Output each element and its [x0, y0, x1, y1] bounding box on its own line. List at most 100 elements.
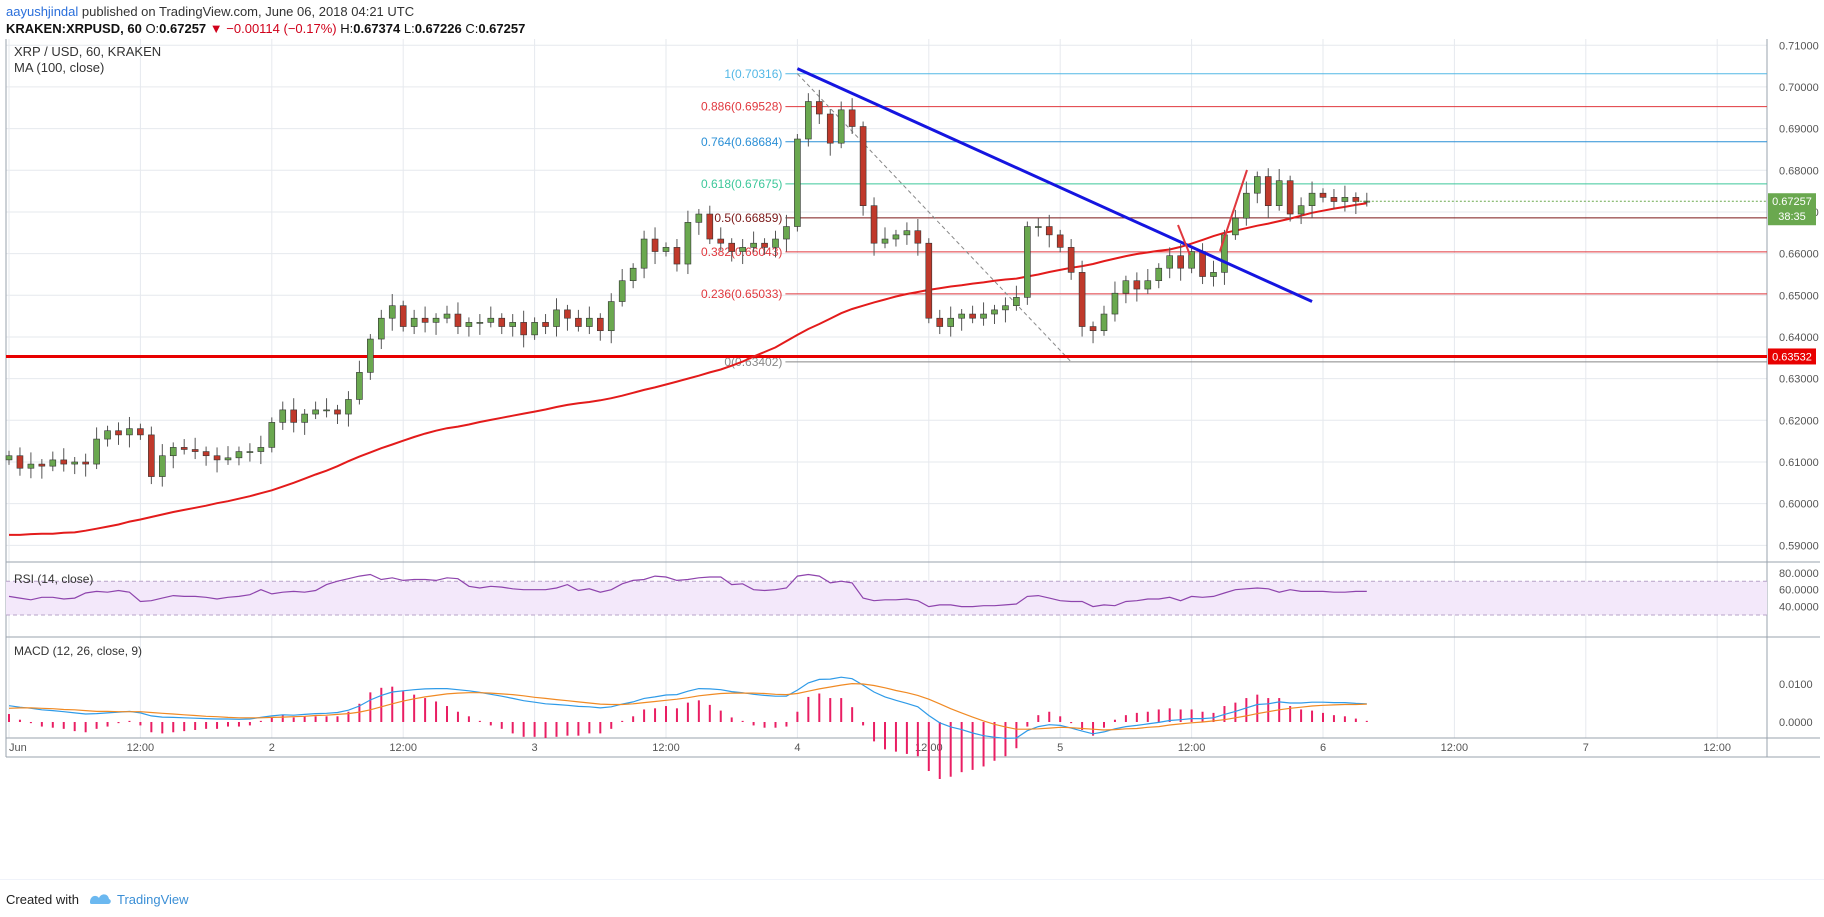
candle-body — [290, 409, 298, 423]
candle-body — [498, 317, 506, 327]
candle-body — [27, 463, 35, 469]
candle-body — [38, 463, 46, 467]
rsi-tick-label: 60.0000 — [1779, 585, 1819, 597]
author-link[interactable]: aayushjindal — [6, 4, 79, 19]
candle-body — [104, 430, 111, 440]
candle-body — [312, 409, 319, 415]
published-text: published on TradingView.com, June 06, 2… — [81, 4, 415, 19]
candle-body — [1122, 280, 1130, 294]
candle-body — [1341, 197, 1349, 202]
candle-body — [903, 230, 911, 236]
candle-body — [651, 238, 659, 252]
tradingview-link[interactable]: TradingView — [117, 892, 189, 907]
candle-body — [93, 438, 100, 465]
candle-body — [323, 409, 330, 412]
candle-body — [673, 247, 681, 265]
candle-body — [750, 242, 757, 248]
candle-body — [1111, 292, 1119, 315]
price-tick-label: 0.60000 — [1779, 499, 1819, 511]
candle-body — [706, 213, 714, 240]
candle-body — [783, 226, 790, 240]
ma-label: MA (100, close) — [14, 60, 104, 75]
candle-body — [476, 322, 484, 324]
time-tick-label: 12:00 — [1178, 742, 1206, 754]
annotation-stroke-up — [1219, 169, 1248, 252]
candle-body — [257, 447, 265, 452]
candle-body — [1078, 272, 1086, 327]
candle-body — [1297, 205, 1305, 215]
rsi-line — [8, 573, 1367, 608]
candle-body — [826, 113, 834, 144]
candle-body — [356, 372, 363, 400]
candle-body — [246, 451, 254, 453]
candle-body — [126, 428, 133, 436]
chart-canvas[interactable]: 0.59000 0.60000 0.61000 0.62000 0.63000 0.640… — [0, 39, 1824, 879]
candle-body — [1002, 305, 1009, 311]
candle-body — [432, 317, 440, 323]
candle-body — [82, 461, 89, 465]
price-tick-label: 0.61000 — [1779, 457, 1819, 469]
rsi-tick-label: 80.0000 — [1779, 568, 1819, 580]
price-tick-label: 0.65000 — [1779, 290, 1819, 302]
support-price-value: 0.63532 — [1772, 351, 1812, 363]
rsi-band — [6, 581, 1767, 616]
candle-body — [695, 213, 703, 223]
candle-body — [224, 457, 232, 461]
candle-body — [443, 313, 451, 319]
candle-body — [564, 309, 571, 319]
candle-body — [1286, 180, 1294, 215]
candle-body — [586, 317, 593, 327]
countdown-timer: 38:35 — [1778, 211, 1806, 223]
candle-body — [1275, 180, 1283, 206]
candle-body — [1035, 226, 1042, 228]
candle-body — [1089, 326, 1097, 332]
annotation-stroke-down — [1177, 224, 1191, 256]
candle-body — [859, 126, 867, 206]
candle-body — [1254, 176, 1261, 194]
candle-body — [1100, 313, 1108, 332]
candle-body — [1013, 297, 1020, 307]
candle-body — [805, 101, 812, 140]
candle-body — [662, 247, 670, 252]
candle-body — [377, 317, 385, 340]
time-tick-label: 12:00 — [127, 742, 155, 754]
chart-background — [0, 39, 1824, 879]
candle-body — [728, 242, 736, 252]
candle-body — [169, 447, 177, 457]
candle-body — [596, 317, 604, 332]
candle-body — [1067, 247, 1075, 273]
rsi-label: RSI (14, close) — [14, 572, 93, 586]
price-tick-label: 0.71000 — [1779, 40, 1819, 52]
chart-header: aayushjindal published on TradingView.co… — [0, 0, 1824, 42]
candle-body — [202, 451, 210, 457]
publication-line: aayushjindal published on TradingView.co… — [6, 4, 414, 19]
candle-body — [881, 238, 889, 244]
fib-level-label: 0.886(0.69528) — [701, 100, 782, 114]
symbol-label: KRAKEN:XRPUSD, 60 — [6, 21, 142, 36]
candle-body — [914, 230, 922, 244]
candle-body — [1177, 255, 1184, 269]
candle-body — [49, 459, 57, 467]
candle-body — [191, 449, 199, 452]
current-price-tag — [1768, 193, 1816, 226]
candle-body — [60, 459, 68, 465]
open-value: 0.67257 — [159, 21, 207, 36]
close-value: 0.67257 — [478, 21, 526, 36]
candle-body — [5, 455, 13, 461]
price-tick-label: 0.64000 — [1779, 332, 1819, 344]
candle-body — [115, 430, 122, 436]
candle-body — [213, 455, 221, 461]
candle-body — [454, 313, 462, 327]
close-label: C: — [465, 21, 479, 36]
candle-body — [848, 109, 856, 127]
candle-body — [1330, 197, 1338, 202]
candle-body — [531, 322, 538, 336]
candle-body — [235, 451, 243, 459]
candle-body — [947, 317, 955, 327]
candle-body — [421, 317, 429, 323]
candle-body — [268, 422, 276, 448]
created-with-text: Created with — [6, 892, 79, 907]
price-tick-label: 0.69000 — [1779, 124, 1819, 136]
low-value: 0.67226 — [414, 21, 462, 36]
price-tick-label: 0.59000 — [1779, 540, 1819, 552]
